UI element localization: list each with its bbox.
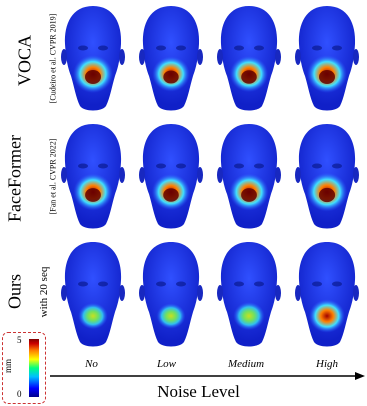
face-heatmap xyxy=(288,238,366,354)
row-label-main: FaceFormer xyxy=(4,135,25,222)
face-svg xyxy=(139,124,203,229)
face-heatmap xyxy=(288,120,366,236)
noise-label-no: No xyxy=(85,358,98,370)
face-heatmap xyxy=(132,238,210,354)
x-axis-arrow xyxy=(50,372,365,380)
colorbar-unit: mm xyxy=(3,358,14,374)
noise-label-low: Low xyxy=(157,358,176,370)
face-svg xyxy=(295,124,359,229)
face-svg xyxy=(217,6,281,111)
colorbar-min: 0 xyxy=(17,389,22,399)
colorbar: 5 0 mm xyxy=(2,332,46,404)
face-heatmap xyxy=(54,120,132,236)
face-heatmap xyxy=(132,2,210,118)
face-svg xyxy=(61,242,125,347)
noise-label-high: High xyxy=(316,358,338,370)
row-label-sub: with 20 seq xyxy=(38,266,50,318)
face-svg xyxy=(295,242,359,347)
x-axis-title: Noise Level xyxy=(157,382,240,401)
face-heatmap xyxy=(210,120,288,236)
face-heatmap xyxy=(210,2,288,118)
face-svg xyxy=(217,242,281,347)
face-svg xyxy=(295,6,359,111)
colorbar-max: 5 xyxy=(17,335,22,345)
row-label-ours: Ours with 20 seq xyxy=(0,236,52,346)
face-heatmap xyxy=(210,238,288,354)
face-heatmap xyxy=(132,120,210,236)
row-label-main: VOCA xyxy=(14,35,35,87)
noise-label-medium: Medium xyxy=(228,358,265,370)
face-svg xyxy=(139,6,203,111)
face-svg xyxy=(61,6,125,111)
face-grid xyxy=(52,0,367,350)
face-heatmap xyxy=(54,2,132,118)
face-svg xyxy=(139,242,203,347)
row-label-voca: VOCA [Cudeiro et al. CVPR 2019] xyxy=(0,0,58,118)
face-heatmap xyxy=(288,2,366,118)
face-svg xyxy=(61,124,125,229)
row-label-main: Ours xyxy=(4,274,25,309)
face-heatmap xyxy=(54,238,132,354)
face-svg xyxy=(217,124,281,229)
row-label-faceformer: FaceFormer [Fan et al. CVPR 2022] xyxy=(0,118,58,236)
colorbar-gradient xyxy=(29,339,39,397)
